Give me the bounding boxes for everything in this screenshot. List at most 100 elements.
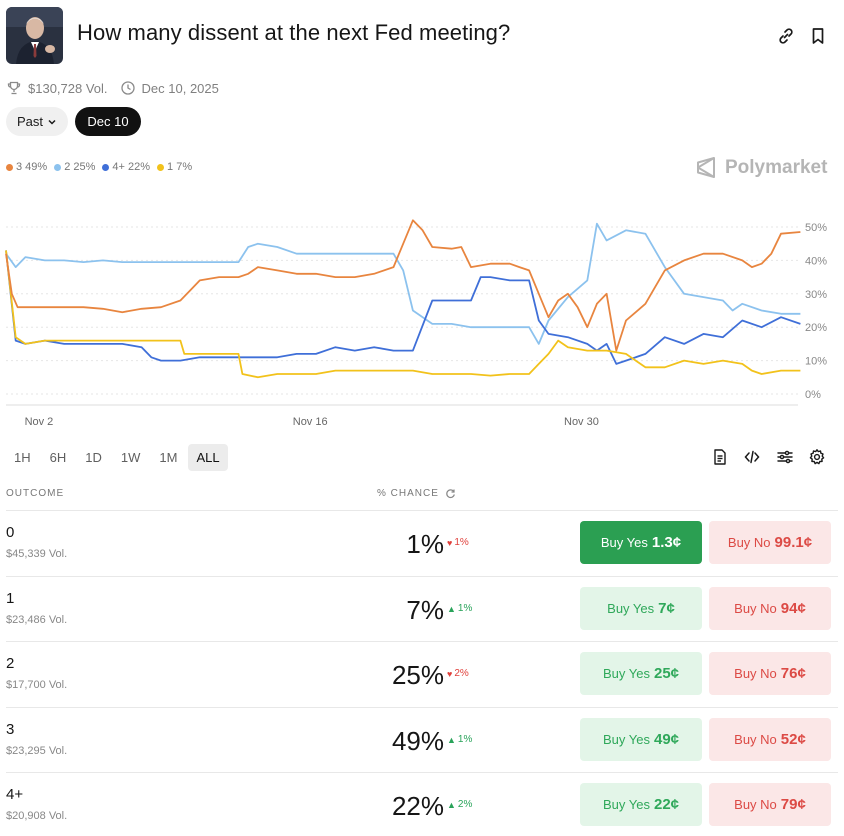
triangle-up-icon: ▲ xyxy=(447,603,456,614)
outcome-chance: 49% xyxy=(391,726,444,756)
clock-icon xyxy=(120,80,136,96)
bookmark-icon[interactable] xyxy=(808,26,828,46)
outcome-row[interactable]: 0 $45,339 Vol. 1% ♥ 1% Buy Yes 1.3¢ Buy No 99.1¢ xyxy=(6,510,838,575)
outcome-row[interactable]: 3 $23,295 Vol. 49% ▲ 1% Buy Yes 49¢ Buy No 52¢ xyxy=(6,707,838,772)
probability-chart[interactable]: 50% 40% 30% 20% 10% 0% Nov 2 Nov 16 Nov 30 xyxy=(0,200,844,436)
delta-value: 1% xyxy=(457,734,473,745)
delta-value: 2% xyxy=(454,668,469,679)
buy-no-label: Buy No xyxy=(734,797,777,812)
link-icon[interactable] xyxy=(776,26,796,46)
series-line-4plus xyxy=(5,250,801,365)
range-button-6h[interactable]: 6H xyxy=(49,450,67,465)
range-button-1h[interactable]: 1H xyxy=(14,450,31,465)
legend-item: 4+ 22% xyxy=(102,161,150,173)
x-tick-label: Nov 16 xyxy=(293,416,328,428)
end-date: Dec 10, 2025 xyxy=(141,80,219,96)
legend-dot xyxy=(102,163,110,171)
buy-no-label: Buy No xyxy=(727,535,771,550)
buy-no-button[interactable]: Buy No 76¢ xyxy=(709,652,831,695)
legend-dot xyxy=(6,163,13,171)
market-meta: $130,728 Vol. Dec 10, 2025 xyxy=(6,78,219,98)
buy-no-price: 76¢ xyxy=(780,665,806,682)
outcome-volume: $45,339 Vol. xyxy=(6,548,68,560)
buy-yes-price: 49¢ xyxy=(653,731,680,748)
legend-label: 2 25% xyxy=(64,161,96,173)
row-divider xyxy=(6,772,838,773)
x-tick-label: Nov 2 xyxy=(25,416,54,428)
past-dropdown[interactable]: Past xyxy=(6,107,68,136)
buy-yes-button[interactable]: Buy Yes 49¢ xyxy=(580,718,702,761)
range-button-all[interactable]: ALL xyxy=(188,444,228,471)
buy-no-price: 99.1¢ xyxy=(774,534,813,551)
buy-yes-price: 1.3¢ xyxy=(651,534,682,551)
buy-no-label: Buy No xyxy=(734,601,777,616)
buy-yes-button[interactable]: Buy Yes 1.3¢ xyxy=(580,521,702,564)
time-range-selector: 1H 6H 1D 1W 1M ALL xyxy=(6,444,231,471)
outcome-volume: $23,486 Vol. xyxy=(6,614,68,626)
outcome-volume: $17,700 Vol. xyxy=(6,679,68,691)
buy-no-button[interactable]: Buy No 94¢ xyxy=(709,587,831,630)
buy-yes-label: Buy Yes xyxy=(600,535,648,550)
legend-label: 4+ 22% xyxy=(112,161,151,173)
total-volume: $130,728 Vol. xyxy=(28,80,108,96)
delta-value: 2% xyxy=(457,799,473,810)
buy-yes-button[interactable]: Buy Yes 7¢ xyxy=(580,587,702,630)
legend-dot xyxy=(54,163,62,171)
chance-delta: ♥ 1% xyxy=(447,537,469,548)
polymarket-logo: Polymarket xyxy=(696,156,827,179)
buy-yes-button[interactable]: Buy Yes 22¢ xyxy=(580,783,702,826)
outcome-row[interactable]: 1 $23,486 Vol. 7% ▲ 1% Buy Yes 7¢ Buy No 94¢ xyxy=(6,576,838,641)
delta-value: 1% xyxy=(454,537,469,548)
buy-yes-button[interactable]: Buy Yes 25¢ xyxy=(580,652,702,695)
buy-yes-price: 25¢ xyxy=(653,665,680,682)
range-button-1w[interactable]: 1W xyxy=(120,450,141,465)
series-line-1 xyxy=(5,250,801,379)
legend-dot xyxy=(157,163,165,171)
y-tick-label: 20% xyxy=(805,322,827,334)
page-title: How many dissent at the next Fed meeting… xyxy=(77,20,511,45)
y-tick-label: 50% xyxy=(805,222,827,234)
outcome-row[interactable]: 4+ $20,908 Vol. 22% ▲ 2% Buy Yes 22¢ Buy No 79¢ xyxy=(6,772,838,836)
buy-no-label: Buy No xyxy=(734,666,777,681)
chance-column-header: % CHANCE xyxy=(377,488,456,499)
refresh-icon[interactable] xyxy=(445,488,456,499)
code-icon[interactable] xyxy=(743,448,761,466)
series-line-3 xyxy=(5,219,801,352)
heart-down-icon: ♥ xyxy=(447,537,453,548)
outcome-name: 2 xyxy=(6,655,15,672)
y-tick-label: 0% xyxy=(805,389,821,401)
buy-yes-label: Buy Yes xyxy=(602,666,650,681)
legend-item: 3 49% xyxy=(6,161,47,173)
chart-legend: 3 49% 2 25% 4+ 22% 1 7% xyxy=(6,161,199,173)
buy-no-label: Buy No xyxy=(734,732,777,747)
chance-delta: ▲ 1% xyxy=(447,734,472,745)
y-tick-label: 10% xyxy=(805,356,827,368)
trophy-icon xyxy=(6,80,22,96)
brand-name: Polymarket xyxy=(725,156,828,178)
range-button-1m[interactable]: 1M xyxy=(159,450,178,465)
sliders-icon[interactable] xyxy=(776,448,794,466)
buy-yes-price: 7¢ xyxy=(658,600,675,617)
legend-item: 1 7% xyxy=(157,161,192,173)
document-icon[interactable] xyxy=(711,448,729,466)
outcome-name: 0 xyxy=(6,524,15,541)
market-header: How many dissent at the next Fed meeting… xyxy=(6,6,838,64)
buy-no-price: 94¢ xyxy=(780,600,806,617)
chance-delta: ▲ 1% xyxy=(447,603,472,614)
chance-delta: ▲ 2% xyxy=(447,799,472,810)
outcome-name: 4+ xyxy=(6,786,24,803)
outcome-row[interactable]: 2 $17,700 Vol. 25% ♥ 2% Buy Yes 25¢ Buy No 76¢ xyxy=(6,641,838,706)
buy-yes-price: 22¢ xyxy=(653,796,680,813)
range-button-1d[interactable]: 1D xyxy=(85,450,102,465)
buy-no-button[interactable]: Buy No 52¢ xyxy=(709,718,831,761)
heart-down-icon: ♥ xyxy=(447,668,453,679)
outcome-name: 3 xyxy=(6,721,15,738)
outcome-chance: 7% xyxy=(406,595,444,625)
row-divider xyxy=(6,510,838,511)
x-tick-label: Nov 30 xyxy=(564,416,599,428)
buy-no-button[interactable]: Buy No 79¢ xyxy=(709,783,831,826)
date-pill-selected[interactable]: Dec 10 xyxy=(75,107,141,136)
buy-no-button[interactable]: Buy No 99.1¢ xyxy=(709,521,831,564)
buy-no-price: 52¢ xyxy=(780,731,806,748)
settings-gear-icon[interactable] xyxy=(808,448,826,466)
